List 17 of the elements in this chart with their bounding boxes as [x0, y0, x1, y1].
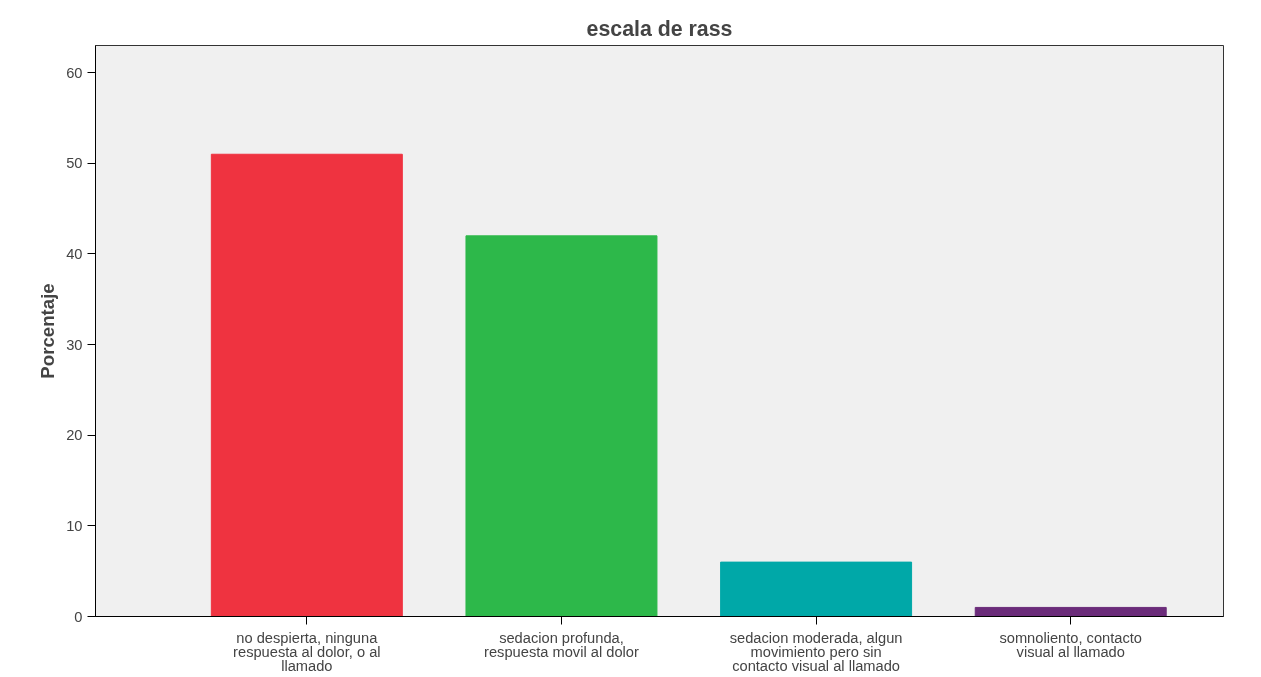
bar [974, 606, 1167, 617]
bar [465, 235, 658, 617]
y-tick-label: 30 [66, 336, 83, 353]
y-tick-label: 20 [66, 427, 83, 444]
chart-title: escala de rass [586, 16, 733, 41]
y-tick-label: 10 [66, 517, 83, 534]
bar [720, 561, 913, 617]
x-tick-label: sedacion profunda, respuesta movil al dolor [484, 629, 639, 660]
x-tick-label: sedacion moderada, algun movimiento pero sin contacto visual al llamado [729, 629, 903, 675]
bar [210, 153, 403, 617]
y-tick-label: 50 [66, 155, 83, 172]
y-tick-label: 0 [74, 608, 83, 625]
y-axis-title: Porcentaje [37, 283, 59, 379]
y-tick-label: 40 [66, 245, 83, 262]
y-tick-label: 60 [66, 64, 83, 81]
x-tick-label: no despierta, ninguna respuesta al dolor, o al llamado [233, 629, 381, 675]
x-tick-label: somnoliento, contacto visual al llamado [999, 629, 1143, 660]
